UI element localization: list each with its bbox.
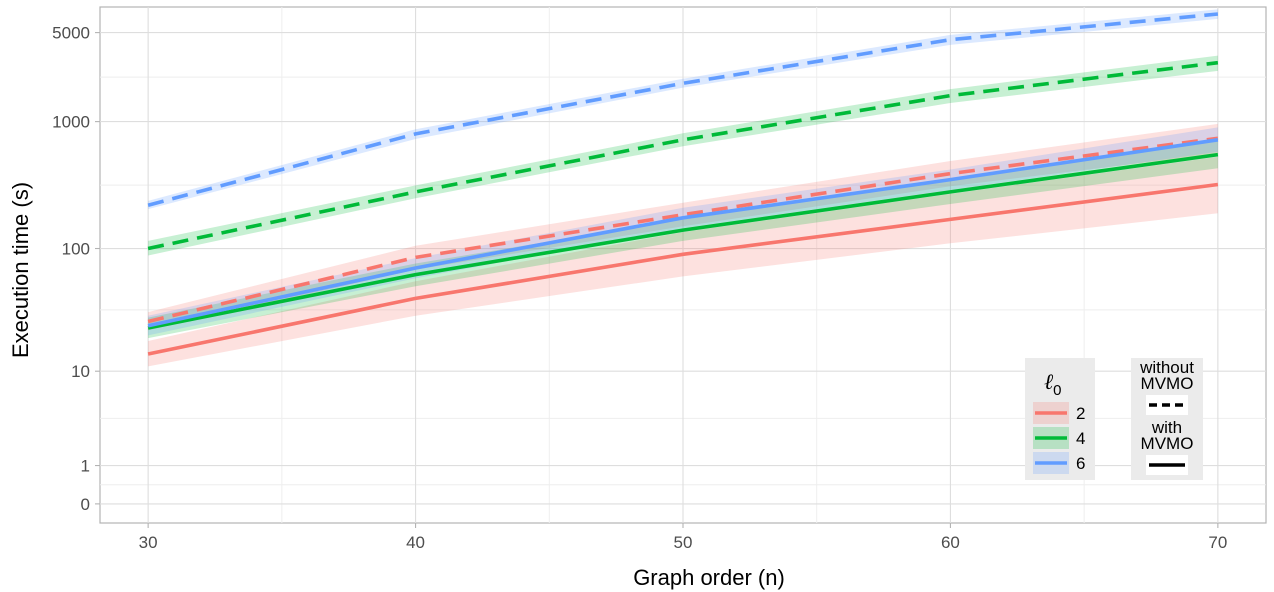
y-tick-labels: 0 1 10 100 1000 5000 [52,24,90,514]
ribbon-2-with [148,156,1218,367]
line-6-without [147,12,1219,207]
line-2-without [147,136,1219,324]
legend-color-title: ℓ0 [1044,369,1062,399]
axis-ticks [95,32,1219,528]
y-tick-label: 100 [62,240,90,259]
y-tick-label: 5000 [52,24,90,43]
legend-label-2: 2 [1076,404,1085,423]
x-tick-label: 40 [406,533,425,552]
x-tick-label: 70 [1208,533,1227,552]
legend-linetype-line2: MVMO [1141,374,1194,393]
legend-linetype-line2: MVMO [1141,434,1194,453]
line-4-with [147,152,1219,330]
line-4-without [147,60,1219,251]
y-axis-title: Execution time (s) [8,182,33,358]
legend-color: ℓ0 2 4 6 [1025,358,1095,480]
ribbon-2-without [148,123,1218,331]
legend-color-background [1025,358,1095,480]
legend-label-4: 4 [1076,429,1085,448]
legend-linetype-line1: with [1151,418,1182,437]
line-2-with [147,182,1219,356]
legend-title-subscript: 0 [1053,382,1061,399]
y-tick-label: 0 [81,495,90,514]
y-tick-label: 10 [71,362,90,381]
series-lines [147,12,1219,356]
x-tick-label: 60 [941,533,960,552]
y-tick-label: 1 [81,457,90,476]
legend-linetype-line1: without [1139,358,1194,377]
legend-label-6: 6 [1076,454,1085,473]
x-tick-label: 50 [674,533,693,552]
legend-title-main: ℓ [1044,369,1054,394]
line-6-with [147,138,1219,328]
x-axis-title: Graph order (n) [633,565,785,590]
y-tick-label: 1000 [52,113,90,132]
x-tick-label: 30 [139,533,158,552]
x-tick-labels: 30 40 50 60 70 [139,533,1228,552]
